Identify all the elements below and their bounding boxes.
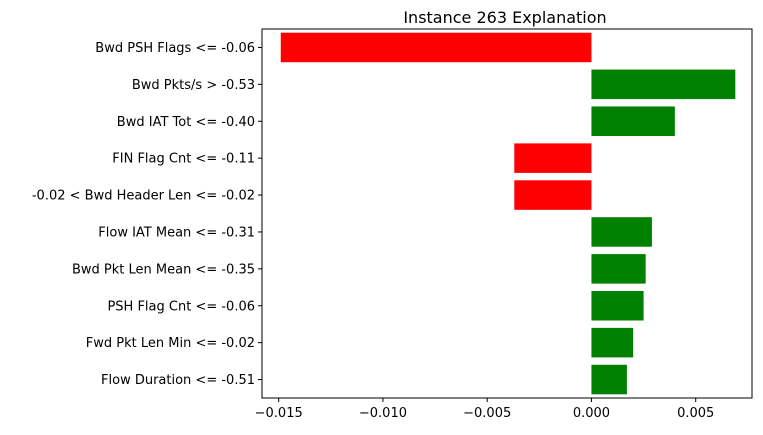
bar-4 xyxy=(514,180,592,210)
bar-2 xyxy=(591,106,675,137)
x-tick-label-1: −0.010 xyxy=(359,406,407,421)
y-tick-label-3: FIN Flag Cnt <= -0.11 xyxy=(112,152,255,167)
x-tick-label-0: −0.015 xyxy=(255,406,303,421)
bar-1 xyxy=(591,69,736,100)
y-tick-label-8: Fwd Pkt Len Min <= -0.02 xyxy=(86,336,255,351)
x-tick-label-2: −0.005 xyxy=(463,406,511,421)
bar-0 xyxy=(280,32,592,63)
axes-frame xyxy=(261,28,753,399)
y-tick-label-7: PSH Flag Cnt <= -0.06 xyxy=(107,299,255,314)
bar-8 xyxy=(591,327,634,358)
y-tick-label-6: Bwd Pkt Len Mean <= -0.35 xyxy=(72,262,255,277)
bar-5 xyxy=(591,217,652,247)
y-tick-label-2: Bwd IAT Tot <= -0.40 xyxy=(117,115,255,130)
y-tick-label-9: Flow Duration <= -0.51 xyxy=(101,373,255,388)
bar-3 xyxy=(514,143,592,173)
x-tick-label-3: 0.000 xyxy=(573,406,610,421)
bar-7 xyxy=(591,290,644,321)
plot-area: Bwd PSH Flags <= -0.06 Bwd Pkts/s > -0.53… xyxy=(32,28,753,421)
chart-title: Instance 263 Explanation xyxy=(403,8,606,27)
bar-6 xyxy=(591,254,646,284)
y-tick-label-4: -0.02 < Bwd Header Len <= -0.02 xyxy=(32,189,255,204)
y-tick-label-1: Bwd Pkts/s > -0.53 xyxy=(132,78,255,93)
x-tick-label-4: 0.005 xyxy=(677,406,714,421)
bar-9 xyxy=(591,364,627,395)
y-tick-label-5: Flow IAT Mean <= -0.31 xyxy=(98,225,255,240)
y-tick-label-0: Bwd PSH Flags <= -0.06 xyxy=(95,41,255,56)
